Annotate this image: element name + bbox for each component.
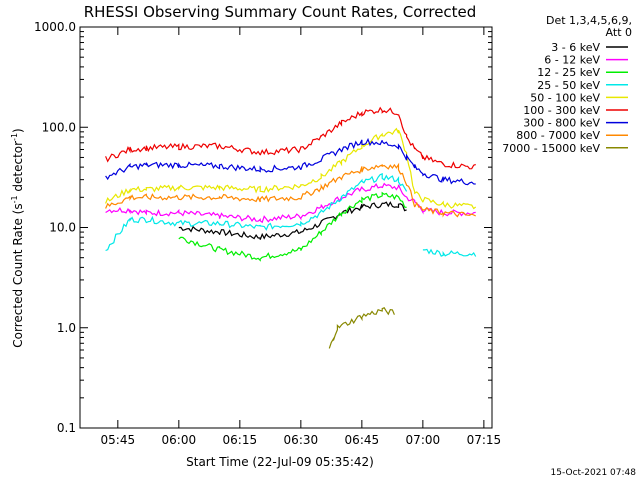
series-line-12-25-kev <box>178 191 407 262</box>
series-line-300-800-kev <box>105 137 476 186</box>
y-tick-label: 100.0 <box>42 120 76 134</box>
ylabel-main: Corrected Count Rate (s <box>11 203 25 347</box>
legend-label: 25 - 50 keV <box>537 79 600 92</box>
y-axis-label: Corrected Count Rate (s-1 detector-1) <box>10 128 25 347</box>
ylabel-end: ) <box>11 128 25 133</box>
series-line-6-12-kev <box>105 182 476 224</box>
ylabel-sup2: -1 <box>10 133 19 141</box>
x-tick-label: 06:15 <box>223 433 258 447</box>
plot-area <box>79 26 493 429</box>
legend-label: 50 - 100 keV <box>530 91 600 104</box>
legend-label: 3 - 6 keV <box>551 41 600 54</box>
series-line-50-100-kev <box>105 127 477 210</box>
y-axis: 1000.0 100.0 10.0 1.0 0.1 <box>34 20 492 435</box>
series-line-100-300-kev <box>105 106 476 170</box>
series-line-3-6-kev <box>178 201 407 240</box>
legend-label: 100 - 300 keV <box>523 104 600 117</box>
legend-label: 12 - 25 keV <box>537 66 600 79</box>
x-tick-label: 07:15 <box>467 433 502 447</box>
y-tick-label: 1000.0 <box>34 20 76 34</box>
x-tick-label: 06:45 <box>345 433 380 447</box>
y-tick-label: 10.0 <box>49 221 76 235</box>
series-line-25-50-kev <box>105 173 477 257</box>
legend-label: 7000 - 15000 keV <box>502 142 600 155</box>
ylabel-sup1: -1 <box>10 195 19 203</box>
legend-label: 800 - 7000 keV <box>516 129 600 142</box>
footer-timestamp: 15-Oct-2021 07:48 <box>551 468 637 478</box>
legend-label: 6 - 12 keV <box>544 54 600 67</box>
legend-label: 300 - 800 keV <box>523 117 600 130</box>
series-line-800-7000-kev <box>105 162 476 218</box>
series-line-7000-15000-kev <box>328 307 395 349</box>
x-tick-label: 06:00 <box>162 433 197 447</box>
x-tick-label: 05:45 <box>101 433 136 447</box>
x-tick-label: 07:00 <box>406 433 441 447</box>
legend-header-1: Det 1,3,4,5,6,9, <box>546 14 632 27</box>
legend-header-2: Att 0 <box>606 26 632 39</box>
y-tick-label: 1.0 <box>57 321 76 335</box>
x-tick-label: 06:30 <box>284 433 319 447</box>
y-tick-label: 0.1 <box>57 421 76 435</box>
ylabel-mid: detector <box>11 141 25 196</box>
svg-text:Corrected Count Rate (s-1 dete: Corrected Count Rate (s-1 detector-1) <box>10 128 25 347</box>
x-axis: 05:45 06:00 06:15 06:30 06:45 07:00 07:15 <box>101 27 502 447</box>
chart-title: RHESSI Observing Summary Count Rates, Co… <box>84 3 477 21</box>
x-axis-label: Start Time (22-Jul-09 05:35:42) <box>186 455 374 469</box>
